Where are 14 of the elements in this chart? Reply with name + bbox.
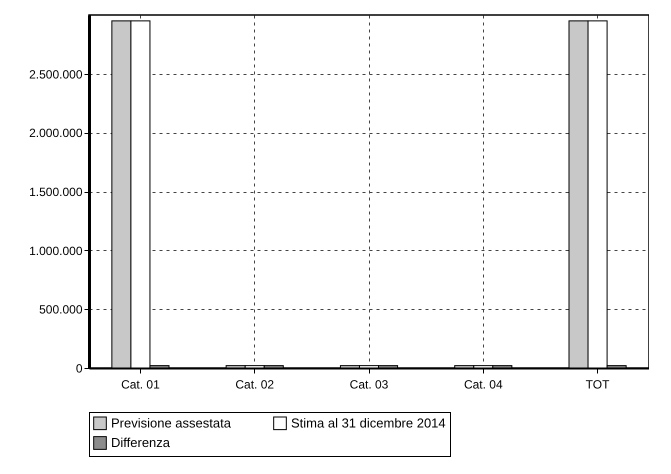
x-tick-label: Cat. 03 — [350, 378, 389, 392]
y-tick-label: 0 — [76, 362, 83, 376]
legend-label: Previsione assestata — [111, 415, 232, 430]
x-tick-label: Cat. 04 — [464, 378, 503, 392]
y-tick-label: 1.500.000 — [29, 185, 83, 199]
y-tick-label: 500.000 — [39, 302, 83, 317]
y-tick-label: 2.000.000 — [29, 126, 83, 140]
x-tick-label: TOT — [586, 378, 610, 392]
legend-label: Differenza — [111, 435, 171, 450]
y-tick-label: 1.000.000 — [29, 244, 83, 258]
x-tick-label: Cat. 01 — [121, 378, 160, 392]
y-tick-label: 2.500.000 — [29, 67, 83, 82]
x-tick-label: Cat. 02 — [235, 378, 274, 392]
legend-label: Stima al 31 dicembre 2014 — [291, 415, 446, 430]
